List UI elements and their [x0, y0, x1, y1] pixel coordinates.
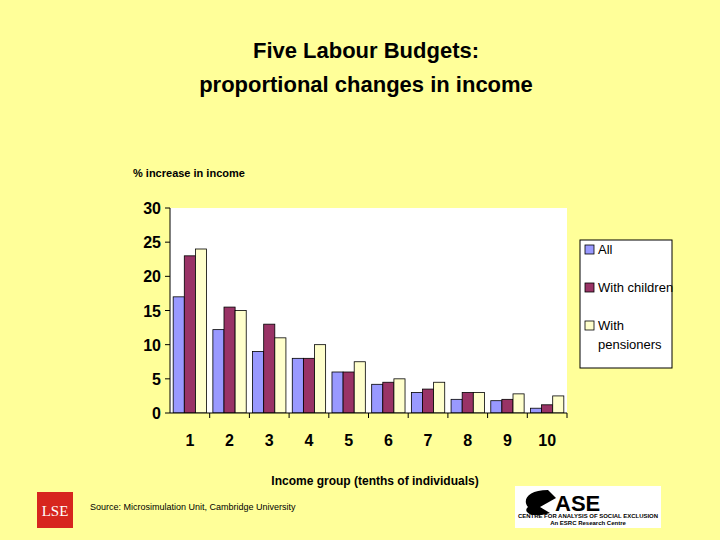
lse-logo — [37, 492, 73, 528]
x-tick — [527, 413, 528, 418]
bar — [292, 358, 303, 413]
y-tick-label: 5 — [152, 371, 161, 388]
y-tick-label: 30 — [143, 200, 161, 217]
x-tick-label: 3 — [265, 432, 274, 449]
y-tick — [165, 242, 170, 243]
bar — [264, 324, 275, 413]
case-logo-caption: An ESRC Research Centre — [550, 520, 626, 526]
x-tick-label: 1 — [185, 432, 194, 449]
bar — [411, 393, 422, 414]
background — [0, 0, 720, 540]
bar — [332, 372, 343, 413]
legend-swatch — [585, 283, 594, 292]
x-tick — [447, 413, 448, 418]
y-tick-label: 15 — [143, 303, 161, 320]
x-tick — [209, 413, 210, 418]
x-tick — [408, 413, 409, 418]
bar — [451, 399, 462, 413]
x-tick-label: 2 — [225, 432, 234, 449]
x-tick-label: 8 — [463, 432, 472, 449]
y-tick-label: 10 — [143, 337, 161, 354]
legend-label-line: pensioners — [598, 337, 662, 352]
legend-swatch — [585, 245, 594, 254]
x-tick-label: 5 — [344, 432, 353, 449]
x-tick — [249, 413, 250, 418]
bar — [315, 345, 326, 413]
x-tick — [487, 413, 488, 418]
bar — [383, 382, 394, 413]
bar — [462, 393, 473, 414]
y-tick — [165, 276, 170, 277]
bar — [343, 372, 354, 413]
legend-label-line: All — [598, 242, 613, 257]
y-tick — [165, 413, 170, 414]
legend-label: With pensioners — [598, 318, 662, 352]
chart: Five Labour Budgets: proportional changes… — [0, 0, 720, 540]
bar — [502, 399, 513, 413]
y-axis — [170, 208, 171, 413]
bar — [422, 389, 433, 413]
x-tick-label: 10 — [538, 432, 556, 449]
bar — [530, 408, 541, 413]
bar — [354, 362, 365, 413]
legend — [580, 240, 672, 368]
y-tick — [165, 310, 170, 311]
legend-label-line: With — [598, 318, 624, 333]
y-axis-label: % increase in income — [133, 167, 245, 179]
bar — [184, 256, 195, 413]
legend-swatch — [585, 321, 594, 330]
y-tick — [165, 208, 170, 209]
source: Source: Microsimulation Unit, Cambridge … — [90, 502, 296, 512]
x-tick — [368, 413, 369, 418]
subtitle: proportional changes in income — [199, 72, 533, 97]
x-tick — [289, 413, 290, 418]
case-logo-caption: CENTRE FOR ANALYSIS OF SOCIAL EXCLUSION — [518, 513, 658, 519]
bar — [195, 249, 206, 413]
x-tick-label: 4 — [304, 432, 313, 449]
bar — [235, 311, 246, 414]
x-tick — [567, 413, 568, 418]
title: Five Labour Budgets: — [253, 38, 479, 63]
bar — [224, 307, 235, 413]
bar — [491, 401, 502, 413]
bar — [253, 352, 264, 414]
y-tick — [165, 344, 170, 345]
x-tick — [328, 413, 329, 418]
bar — [275, 338, 286, 413]
x-tick-label: 6 — [384, 432, 393, 449]
bar — [372, 384, 383, 413]
legend-label-line: With children — [598, 280, 673, 295]
lse-logo-text: LSE — [42, 503, 69, 519]
y-tick — [165, 378, 170, 379]
x-tick-label: 7 — [424, 432, 433, 449]
y-tick-label: 20 — [143, 268, 161, 285]
bar — [394, 379, 405, 413]
x-tick-label: 9 — [503, 432, 512, 449]
y-tick-label: 0 — [152, 405, 161, 422]
bar — [513, 394, 524, 413]
bar — [303, 358, 314, 413]
case-logo-mark — [526, 490, 556, 515]
legend-label: All — [598, 242, 613, 257]
bar — [553, 396, 564, 413]
bar — [542, 405, 553, 413]
plot-area — [170, 208, 567, 413]
legend-label: With children — [598, 280, 673, 295]
bar — [213, 330, 224, 413]
y-tick-label: 25 — [143, 234, 161, 251]
x-axis-label: Income group (tenths of individuals) — [271, 474, 478, 488]
bar — [473, 393, 484, 414]
bars — [173, 249, 564, 413]
bar — [434, 382, 445, 413]
bar — [173, 297, 184, 413]
case-logo — [515, 486, 661, 528]
